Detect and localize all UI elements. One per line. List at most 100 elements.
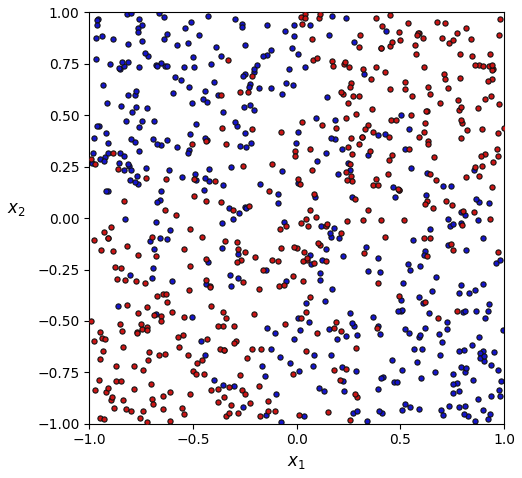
Point [372, 63, 380, 70]
Point [322, 149, 330, 157]
Point [426, 225, 434, 233]
Point [185, 83, 194, 91]
Point [256, 181, 265, 188]
Point [241, 70, 249, 78]
Point [159, 290, 167, 298]
Point [158, 405, 167, 413]
Point [322, 246, 330, 253]
Point [152, 140, 161, 148]
Point [133, 329, 141, 337]
Point [352, 367, 360, 375]
Point [470, 167, 479, 174]
Point [340, 61, 349, 68]
Point [415, 134, 423, 141]
Point [393, 117, 401, 124]
Point [125, 162, 134, 170]
Point [455, 106, 464, 113]
Point [479, 280, 488, 288]
Point [426, 234, 434, 242]
Point [460, 346, 468, 354]
Point [358, 133, 366, 141]
Point [420, 251, 429, 259]
Point [119, 396, 127, 404]
Point [318, 257, 326, 264]
Point [275, 282, 283, 290]
Point [109, 149, 117, 157]
Point [337, 88, 345, 96]
Point [131, 179, 139, 186]
Point [233, 245, 242, 252]
Point [481, 314, 489, 322]
Point [331, 117, 339, 124]
Point [489, 65, 497, 73]
Point [421, 324, 430, 332]
Point [444, 39, 453, 47]
Point [131, 138, 139, 146]
Point [104, 234, 113, 241]
Point [394, 307, 402, 315]
Point [96, 355, 104, 362]
Point [404, 260, 412, 268]
Point [89, 149, 97, 157]
Point [390, 378, 398, 385]
Point [426, 90, 435, 98]
Point [322, 257, 330, 265]
Point [245, 84, 254, 91]
Point [418, 345, 426, 353]
Point [475, 173, 483, 180]
Point [500, 124, 508, 132]
Point [417, 374, 425, 381]
Point [456, 208, 465, 216]
Point [457, 364, 466, 371]
Point [382, 27, 390, 34]
Point [487, 392, 495, 400]
Point [310, 259, 318, 267]
Point [376, 374, 385, 382]
Point [132, 103, 140, 110]
Point [115, 65, 124, 72]
Point [487, 92, 495, 99]
Point [335, 235, 343, 242]
Point [377, 216, 385, 224]
Point [302, 299, 310, 307]
Point [401, 145, 410, 153]
Point [217, 52, 226, 60]
Point [162, 175, 170, 183]
Point [238, 23, 246, 31]
Point [173, 41, 182, 49]
Point [284, 65, 293, 73]
Point [272, 390, 280, 398]
Point [246, 139, 255, 147]
Point [453, 307, 461, 315]
Point [149, 264, 157, 272]
Point [90, 337, 98, 345]
Point [91, 55, 100, 63]
Point [122, 117, 130, 125]
Point [290, 32, 299, 40]
Point [344, 160, 352, 167]
Point [289, 21, 298, 29]
Point [234, 274, 243, 282]
Point [252, 61, 260, 68]
Point [323, 220, 331, 228]
Point [398, 306, 407, 314]
Point [354, 43, 363, 51]
Point [474, 395, 483, 403]
Point [462, 173, 470, 181]
Point [424, 309, 433, 317]
Point [458, 119, 466, 126]
Point [270, 408, 279, 415]
Point [353, 331, 361, 339]
Point [441, 76, 449, 83]
Point [124, 91, 132, 99]
Point [181, 24, 189, 32]
Point [177, 76, 185, 84]
Point [277, 128, 286, 136]
Point [245, 399, 254, 406]
Point [332, 125, 340, 132]
Point [449, 220, 457, 228]
Point [396, 36, 404, 43]
Point [473, 104, 482, 112]
Point [488, 75, 496, 83]
Point [238, 386, 246, 393]
